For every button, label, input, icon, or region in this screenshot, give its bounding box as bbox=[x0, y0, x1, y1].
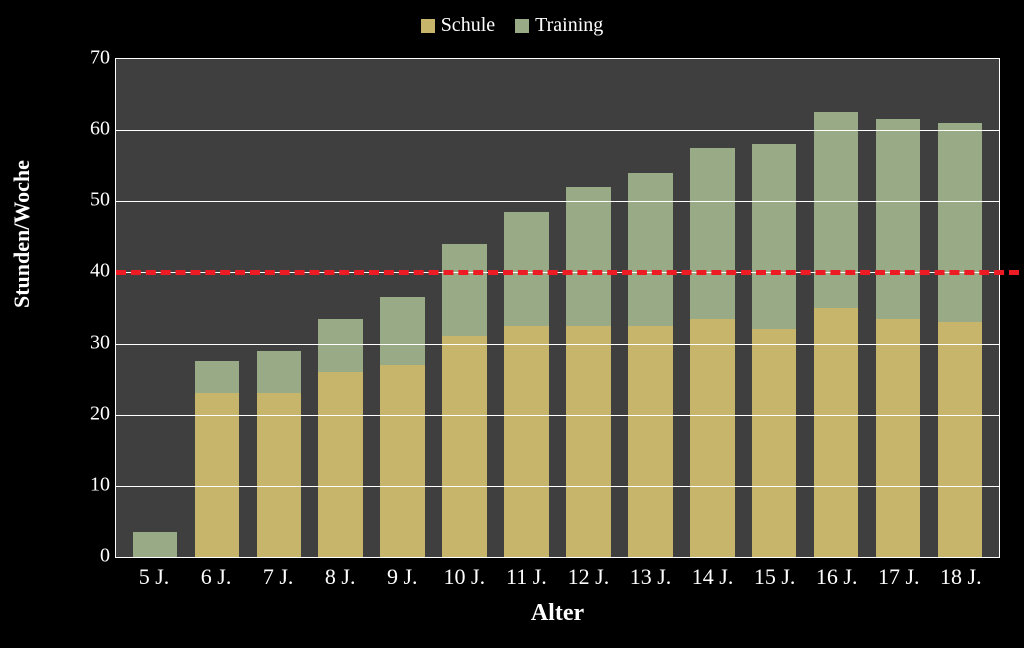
gridline bbox=[116, 486, 999, 487]
bar-segment-schule bbox=[938, 322, 983, 557]
bar bbox=[814, 112, 859, 557]
bar-segment-training bbox=[442, 244, 487, 336]
x-tick-label: 8 J. bbox=[318, 558, 363, 598]
x-tick-label: 7 J. bbox=[256, 558, 301, 598]
bar-segment-schule bbox=[566, 326, 611, 557]
x-tick-label: 13 J. bbox=[628, 558, 673, 598]
bar-segment-training bbox=[318, 319, 363, 372]
gridline bbox=[116, 130, 999, 131]
bar-segment-schule bbox=[876, 319, 921, 557]
bar-segment-training bbox=[814, 112, 859, 308]
bar bbox=[566, 187, 611, 557]
x-tick-label: 9 J. bbox=[380, 558, 425, 598]
bar-segment-schule bbox=[318, 372, 363, 557]
bar-segment-schule bbox=[380, 365, 425, 557]
legend: Schule Training bbox=[0, 14, 1024, 39]
y-tick-label: 20 bbox=[70, 402, 110, 425]
bar-segment-schule bbox=[690, 319, 735, 557]
bar-segment-training bbox=[690, 148, 735, 319]
bar bbox=[380, 297, 425, 557]
y-tick-label: 50 bbox=[70, 189, 110, 212]
y-tick-label: 30 bbox=[70, 331, 110, 354]
legend-item-training: Training bbox=[515, 14, 603, 37]
legend-swatch-icon bbox=[421, 19, 435, 33]
bar-segment-training bbox=[566, 187, 611, 326]
bar-segment-training bbox=[380, 297, 425, 365]
y-tick-label: 10 bbox=[70, 473, 110, 496]
reference-line bbox=[116, 270, 1019, 275]
legend-item-schule: Schule bbox=[421, 14, 495, 37]
plot-area bbox=[115, 58, 1000, 558]
bar-segment-schule bbox=[195, 393, 240, 557]
bar-segment-schule bbox=[752, 329, 797, 557]
x-tick-label: 18 J. bbox=[939, 558, 984, 598]
bars-layer bbox=[116, 59, 999, 557]
bar-segment-training bbox=[938, 123, 983, 322]
y-tick-label: 0 bbox=[70, 545, 110, 568]
chart-container: Schule Training Stunden/Woche 0 10 20 30 40 50… bbox=[0, 0, 1024, 648]
bar bbox=[257, 351, 302, 557]
bar-segment-schule bbox=[628, 326, 673, 557]
bar-segment-training bbox=[752, 144, 797, 329]
bar-segment-schule bbox=[257, 393, 302, 557]
bar-segment-training bbox=[504, 212, 549, 326]
x-tick-label: 11 J. bbox=[504, 558, 549, 598]
x-tick-label: 5 J. bbox=[132, 558, 177, 598]
y-tick-label: 40 bbox=[70, 260, 110, 283]
gridline bbox=[116, 344, 999, 345]
bar-segment-schule bbox=[442, 336, 487, 557]
bar bbox=[628, 173, 673, 557]
legend-label: Schule bbox=[441, 14, 495, 37]
legend-label: Training bbox=[535, 14, 603, 37]
bar bbox=[504, 212, 549, 557]
bar-segment-training bbox=[876, 119, 921, 318]
gridline bbox=[116, 415, 999, 416]
bar bbox=[133, 532, 178, 557]
y-axis-title: Stunden/Woche bbox=[9, 160, 35, 308]
bar-segment-schule bbox=[814, 308, 859, 557]
bar bbox=[876, 119, 921, 557]
bar bbox=[938, 123, 983, 557]
bar bbox=[195, 361, 240, 557]
bar bbox=[318, 319, 363, 557]
legend-swatch-icon bbox=[515, 19, 529, 33]
y-tick-label: 60 bbox=[70, 118, 110, 141]
bar bbox=[442, 244, 487, 557]
x-tick-label: 17 J. bbox=[876, 558, 921, 598]
bar-segment-training bbox=[133, 532, 178, 557]
bar bbox=[752, 144, 797, 557]
x-tick-label: 12 J. bbox=[566, 558, 611, 598]
x-tick-label: 6 J. bbox=[194, 558, 239, 598]
x-axis-ticks: 5 J. 6 J. 7 J. 8 J. 9 J. 10 J. 11 J. 12 J. 13 J.… bbox=[115, 558, 1000, 598]
x-tick-label: 14 J. bbox=[690, 558, 735, 598]
x-tick-label: 16 J. bbox=[814, 558, 859, 598]
x-tick-label: 15 J. bbox=[752, 558, 797, 598]
y-tick-label: 70 bbox=[70, 47, 110, 70]
bar-segment-training bbox=[628, 173, 673, 326]
bar-segment-schule bbox=[504, 326, 549, 557]
bar-segment-training bbox=[195, 361, 240, 393]
gridline bbox=[116, 201, 999, 202]
x-tick-label: 10 J. bbox=[442, 558, 487, 598]
bar bbox=[690, 148, 735, 557]
bar-segment-training bbox=[257, 351, 302, 394]
y-axis-ticks: 010203040506070 bbox=[70, 58, 110, 558]
x-axis-title: Alter bbox=[115, 600, 1000, 627]
